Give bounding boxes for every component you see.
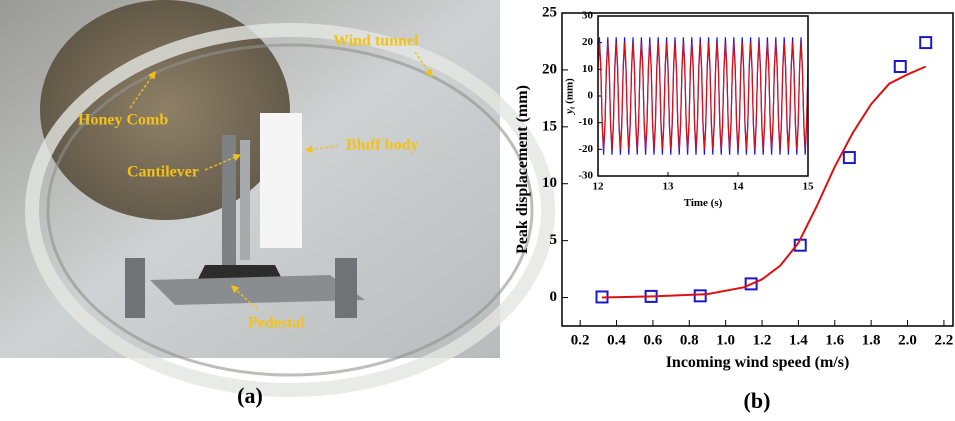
y-tick-label: 0: [550, 289, 558, 305]
y-tick-label: 20: [582, 36, 594, 48]
x-axis-label: Incoming wind speed (m/s): [666, 354, 850, 371]
y-tick-label: 5: [550, 232, 558, 248]
x-tick-label: 1.4: [789, 332, 808, 348]
x-tick-label: 13: [663, 181, 675, 193]
photo: Wind tunnel Honey Comb Bluff body Cantil…: [0, 0, 555, 397]
marker: [842, 151, 856, 165]
photo-label: Bluff body: [346, 137, 418, 154]
plot-frame: [561, 12, 954, 327]
photo-label: Cantilever: [127, 164, 199, 181]
y-tick-label: 10: [582, 63, 594, 75]
x-tick-label: 0.8: [680, 332, 699, 348]
y-tick-label: 10: [542, 175, 557, 191]
marker: [693, 289, 707, 303]
y-axis-label-subscript: t: [567, 106, 576, 109]
x-axis-label: Time (s): [684, 197, 723, 209]
y-axis-label: Peak displacement (mm): [514, 85, 531, 254]
line: [597, 42, 809, 150]
photo-label: Pedestal: [248, 315, 305, 332]
plot-frame: [597, 15, 809, 177]
marker: [744, 277, 758, 291]
x-tick-label: 0.2: [571, 332, 590, 348]
x-tick-label: 1.2: [753, 332, 772, 348]
y-tick-label: -10: [578, 116, 593, 128]
y-tick-label: 30: [582, 10, 594, 22]
marker: [919, 36, 933, 50]
marker: [893, 59, 907, 73]
x-tick-label: 1.8: [862, 332, 881, 348]
x-tick-label: 1.0: [716, 332, 735, 348]
x-tick-label: 15: [803, 181, 815, 193]
photo-label: Wind tunnel: [333, 33, 419, 50]
caption: (a): [237, 383, 263, 408]
y-axis-label: Peak displacement (mm): [514, 85, 531, 254]
y-axis-label: y: [563, 109, 575, 116]
photo-label: Honey Comb: [78, 112, 168, 129]
x-tick-label: 1.6: [825, 332, 844, 348]
line: [601, 65, 927, 299]
y-tick-label: 15: [542, 118, 557, 134]
x-tick-label: 0.6: [644, 332, 663, 348]
x-tick-label: 0.4: [607, 332, 626, 348]
y-axis-label-unit: (mm): [563, 78, 575, 104]
y-tick-label: 0: [588, 90, 594, 102]
x-tick-label: 2.2: [935, 332, 954, 348]
x-tick-label: 2.0: [898, 332, 917, 348]
x-tick-label: 14: [733, 181, 745, 193]
y-tick-label: -30: [578, 170, 593, 182]
y-axis-label: yt (mm): [563, 78, 576, 116]
y-tick-label: -20: [578, 143, 593, 155]
y-tick-label: 20: [542, 61, 557, 77]
y-tick-label: 25: [542, 4, 557, 20]
caption: (b): [744, 388, 771, 413]
x-tick-label: 12: [593, 181, 605, 193]
